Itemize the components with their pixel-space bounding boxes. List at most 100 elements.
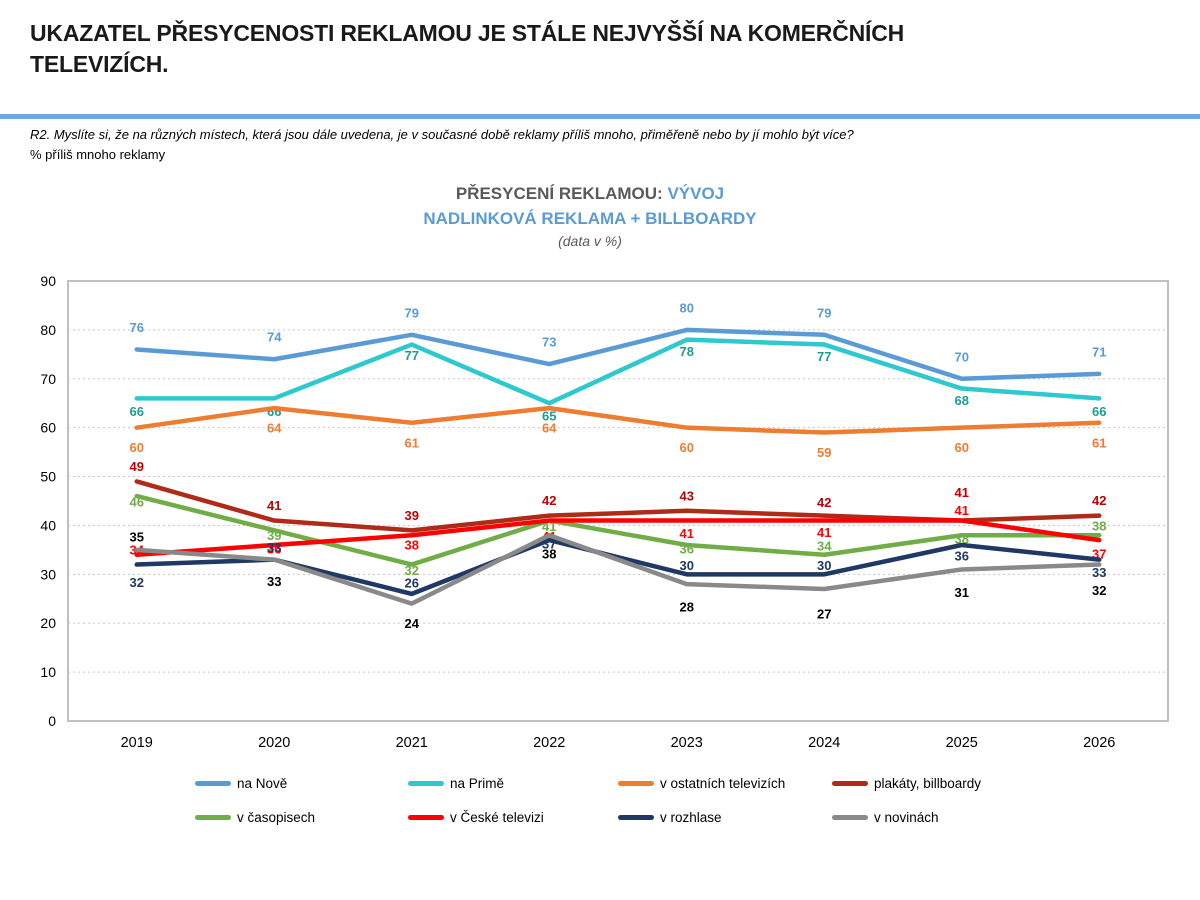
data-label: 41 bbox=[955, 503, 969, 518]
legend-label: v ostatních televizích bbox=[660, 775, 786, 791]
series-line-v-ostatn-ch-televiz-ch bbox=[134, 405, 1102, 435]
legend-swatch-icon bbox=[408, 780, 444, 786]
data-label: 46 bbox=[130, 495, 144, 510]
legend-item-v-asopisech: v časopisech bbox=[195, 808, 315, 826]
x-axis-tick: 2025 bbox=[946, 735, 978, 751]
y-axis-tick: 50 bbox=[40, 469, 56, 485]
legend-label: plakáty, billboardy bbox=[874, 775, 982, 791]
data-label: 33 bbox=[1092, 565, 1106, 580]
data-label: 42 bbox=[817, 495, 831, 510]
data-label: 49 bbox=[130, 459, 144, 474]
legend-item-plak-ty-billboardy: plakáty, billboardy bbox=[832, 774, 981, 792]
data-label: 77 bbox=[405, 348, 419, 363]
data-label: 80 bbox=[680, 300, 694, 315]
legend-label: v rozhlase bbox=[660, 809, 722, 825]
x-axis-tick: 2022 bbox=[533, 735, 565, 751]
data-label: 60 bbox=[955, 440, 969, 455]
legend-swatch-icon bbox=[832, 814, 868, 820]
page-title: UKAZATEL PŘESYCENOSTI REKLAMOU JE STÁLE … bbox=[30, 20, 905, 78]
data-label: 71 bbox=[1092, 344, 1106, 359]
chart-title-line3: (data v %) bbox=[558, 233, 622, 250]
data-label: 38 bbox=[405, 538, 419, 553]
legend-item-v-esk-televizi: v České televizi bbox=[408, 808, 544, 826]
data-label: 66 bbox=[130, 404, 144, 419]
metric-note: % příliš mnoho reklamy bbox=[30, 147, 166, 162]
data-label: 59 bbox=[817, 445, 831, 460]
data-label: 32 bbox=[405, 563, 419, 578]
legend-item-v-rozhlase: v rozhlase bbox=[618, 808, 722, 826]
data-label: 38 bbox=[1092, 519, 1106, 534]
data-label: 33 bbox=[267, 540, 281, 555]
chart-title-gray-part: PŘESYCENÍ REKLAMOU: bbox=[455, 184, 663, 203]
data-label: 60 bbox=[130, 440, 144, 455]
plot-area bbox=[67, 280, 1169, 722]
x-axis-tick: 2020 bbox=[258, 735, 290, 751]
legend-swatch-icon bbox=[832, 780, 868, 786]
data-label: 41 bbox=[680, 526, 694, 541]
data-label: 32 bbox=[1092, 583, 1106, 598]
chart-title-blue-part: VÝVOJ bbox=[667, 184, 725, 203]
data-label: 39 bbox=[267, 528, 281, 543]
header-divider bbox=[0, 114, 1200, 119]
data-label: 64 bbox=[542, 421, 557, 436]
y-axis-tick: 10 bbox=[40, 664, 56, 680]
legend-item-v-ostatn-ch-televiz-ch: v ostatních televizích bbox=[618, 774, 785, 792]
legend-label: v časopisech bbox=[237, 809, 316, 825]
legend-label: v novinách bbox=[874, 809, 939, 825]
y-axis-tick: 90 bbox=[40, 273, 56, 289]
data-label: 65 bbox=[542, 409, 556, 424]
data-label: 42 bbox=[1092, 493, 1106, 508]
data-label: 70 bbox=[955, 349, 969, 364]
data-label: 36 bbox=[955, 549, 969, 564]
data-label: 79 bbox=[405, 305, 419, 320]
x-axis-tick: 2021 bbox=[396, 735, 428, 751]
data-label: 37 bbox=[542, 537, 556, 552]
x-axis-tick: 2024 bbox=[808, 735, 840, 751]
data-label: 41 bbox=[955, 485, 969, 500]
data-label: 42 bbox=[542, 493, 556, 508]
legend-swatch-icon bbox=[618, 814, 654, 820]
data-label: 66 bbox=[1092, 404, 1106, 419]
x-axis-tick: 2019 bbox=[121, 735, 153, 751]
survey-question-text: R2. Myslíte si, že na různých místech, k… bbox=[30, 127, 854, 142]
data-label: 60 bbox=[680, 440, 694, 455]
data-label: 61 bbox=[1092, 435, 1106, 450]
x-axis-tick: 2026 bbox=[1083, 735, 1115, 751]
legend-label: na Primě bbox=[450, 775, 505, 791]
legend-swatch-icon bbox=[195, 780, 231, 786]
legend-item-na-nov: na Nově bbox=[195, 774, 287, 792]
legend-item-v-novin-ch: v novinách bbox=[832, 808, 939, 826]
chart-title-line2: NADLINKOVÁ REKLAMA + BILLBOARDY bbox=[423, 208, 757, 228]
data-label: 27 bbox=[817, 607, 831, 622]
legend-item-na-prim: na Primě bbox=[408, 774, 504, 792]
data-label: 24 bbox=[405, 616, 420, 631]
legend-swatch-icon bbox=[408, 814, 444, 820]
y-axis-tick: 0 bbox=[48, 713, 56, 729]
legend-label: na Nově bbox=[237, 775, 288, 791]
data-label: 43 bbox=[680, 488, 694, 503]
data-label: 41 bbox=[267, 498, 281, 513]
series-line-v-esk-televizi bbox=[134, 518, 1102, 558]
chart-title-line1: PŘESYCENÍ REKLAMOU: VÝVOJ bbox=[0, 182, 1180, 207]
data-label: 32 bbox=[130, 575, 144, 590]
data-label: 30 bbox=[817, 558, 831, 573]
y-axis-tick: 30 bbox=[40, 566, 56, 582]
series-line-v-novin-ch bbox=[134, 532, 1102, 606]
data-label: 79 bbox=[817, 305, 831, 320]
y-axis-tick: 60 bbox=[40, 420, 56, 436]
legend-label: v České televizi bbox=[450, 809, 544, 825]
data-label: 76 bbox=[130, 320, 144, 335]
data-label: 34 bbox=[817, 538, 832, 553]
data-label: 36 bbox=[680, 542, 694, 557]
data-label: 41 bbox=[817, 525, 831, 540]
series-line-na-prim bbox=[134, 337, 1102, 406]
series-line-v-asopisech bbox=[134, 493, 1102, 567]
data-label: 33 bbox=[267, 574, 281, 589]
data-label: 36 bbox=[267, 542, 281, 557]
y-axis-tick: 40 bbox=[40, 517, 56, 533]
data-label: 38 bbox=[955, 532, 969, 547]
legend-swatch-icon bbox=[195, 814, 231, 820]
data-label: 74 bbox=[267, 330, 282, 345]
